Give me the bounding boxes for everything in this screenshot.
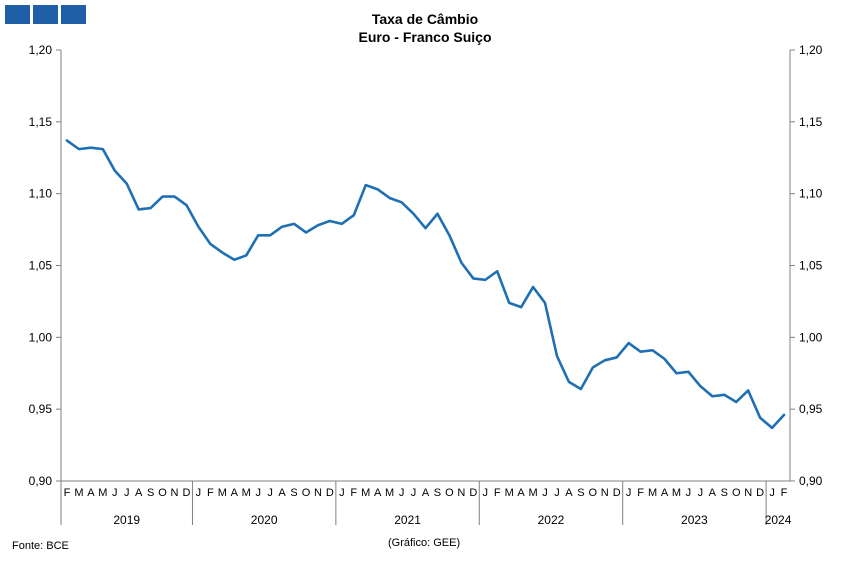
- x-month-label: J: [399, 487, 405, 499]
- x-month-label: A: [87, 487, 95, 499]
- x-month-label: M: [361, 487, 370, 499]
- x-year-label: 2021: [394, 513, 421, 527]
- x-month-label: O: [158, 487, 167, 499]
- x-month-label: M: [242, 487, 251, 499]
- y-tick-label-right: 1,15: [799, 115, 823, 129]
- logo-block: [33, 5, 58, 24]
- x-month-label: M: [648, 487, 657, 499]
- x-month-label: F: [781, 487, 788, 499]
- x-year-label: 2019: [113, 513, 140, 527]
- y-tick-label-left: 0,90: [29, 474, 53, 488]
- x-month-label: S: [434, 487, 441, 499]
- x-month-label: J: [483, 487, 489, 499]
- x-month-label: N: [171, 487, 179, 499]
- logo-block: [61, 5, 86, 24]
- x-month-label: D: [469, 487, 477, 499]
- x-month-label: F: [637, 487, 644, 499]
- x-month-label: S: [147, 487, 154, 499]
- credit-note: (Gráfico: GEE): [388, 537, 461, 549]
- x-month-label: J: [686, 487, 692, 499]
- x-month-label: F: [207, 487, 214, 499]
- y-tick-label-left: 1,00: [29, 330, 53, 344]
- x-month-label: D: [326, 487, 334, 499]
- x-month-label: J: [554, 487, 560, 499]
- logo-block: [5, 5, 30, 24]
- x-month-label: J: [267, 487, 273, 499]
- x-month-label: A: [278, 487, 286, 499]
- x-year-label: 2020: [251, 513, 278, 527]
- x-month-label: A: [135, 487, 143, 499]
- y-tick-label-left: 1,20: [29, 43, 53, 57]
- x-year-label: 2022: [538, 513, 565, 527]
- x-month-label: A: [709, 487, 717, 499]
- x-month-label: S: [577, 487, 584, 499]
- x-month-label: N: [744, 487, 752, 499]
- x-month-label: D: [183, 487, 191, 499]
- y-tick-label-right: 1,05: [799, 259, 823, 273]
- x-month-label: A: [565, 487, 573, 499]
- x-month-label: M: [505, 487, 514, 499]
- x-month-label: F: [494, 487, 501, 499]
- x-month-label: J: [255, 487, 261, 499]
- x-month-label: M: [672, 487, 681, 499]
- x-month-label: J: [196, 487, 202, 499]
- x-month-label: J: [339, 487, 345, 499]
- x-month-label: A: [422, 487, 430, 499]
- x-month-label: M: [74, 487, 83, 499]
- y-tick-label-left: 1,15: [29, 115, 53, 129]
- x-month-label: J: [112, 487, 118, 499]
- x-month-label: J: [411, 487, 417, 499]
- x-month-label: A: [517, 487, 525, 499]
- x-month-label: J: [124, 487, 130, 499]
- y-tick-label-left: 0,95: [29, 402, 53, 416]
- x-month-label: N: [457, 487, 465, 499]
- x-month-label: F: [350, 487, 357, 499]
- x-month-label: O: [732, 487, 741, 499]
- x-month-label: D: [613, 487, 621, 499]
- chart-subtitle: Euro - Franco Suiço: [358, 29, 492, 45]
- series-line: [65, 139, 786, 430]
- x-year-label: 2024: [765, 513, 792, 527]
- chart-title: Taxa de Câmbio: [371, 11, 479, 27]
- x-month-label: J: [542, 487, 548, 499]
- x-month-label: N: [314, 487, 322, 499]
- y-tick-label-left: 1,05: [29, 259, 53, 273]
- y-tick-label-left: 1,10: [29, 187, 53, 201]
- y-tick-label-right: 0,95: [799, 402, 823, 416]
- y-tick-label-right: 0,90: [799, 474, 823, 488]
- y-tick-label-right: 1,10: [799, 187, 823, 201]
- x-month-label: J: [769, 487, 775, 499]
- x-month-label: M: [528, 487, 537, 499]
- source-note: Fonte: BCE: [12, 540, 69, 552]
- x-month-label: S: [290, 487, 297, 499]
- y-tick-label-right: 1,20: [799, 43, 823, 57]
- x-month-label: J: [626, 487, 632, 499]
- x-month-label: J: [698, 487, 704, 499]
- y-tick-label-right: 1,00: [799, 330, 823, 344]
- x-month-label: O: [302, 487, 311, 499]
- chart-title-block: Taxa de Câmbio Euro - Franco Suiço: [0, 10, 850, 46]
- x-month-label: A: [231, 487, 239, 499]
- x-month-label: D: [756, 487, 764, 499]
- logo: [5, 5, 86, 24]
- x-month-label: F: [64, 487, 71, 499]
- x-month-label: M: [98, 487, 107, 499]
- x-month-label: M: [385, 487, 394, 499]
- x-month-label: N: [601, 487, 609, 499]
- x-month-label: M: [218, 487, 227, 499]
- x-month-label: A: [374, 487, 382, 499]
- x-month-label: O: [445, 487, 454, 499]
- x-year-label: 2023: [681, 513, 708, 527]
- x-month-label: A: [661, 487, 669, 499]
- x-month-label: S: [721, 487, 728, 499]
- x-month-label: O: [589, 487, 598, 499]
